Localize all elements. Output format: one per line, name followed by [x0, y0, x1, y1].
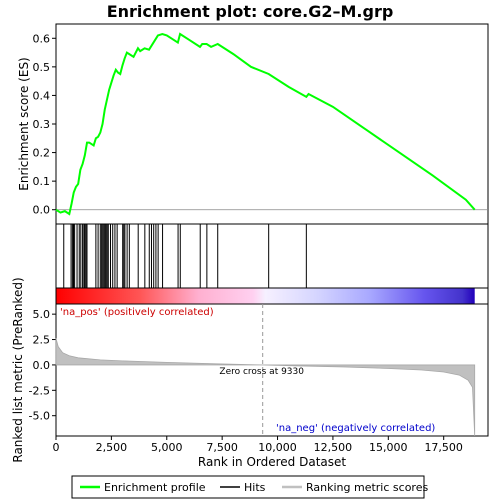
rank-y-tick-label: -5.0 [29, 410, 50, 423]
rank-color-band [55, 287, 489, 305]
legend-ranking-label: Ranking metric scores [306, 481, 428, 494]
es-y-tick-label: 0.6 [33, 32, 51, 45]
legend-enrichment-label: Enrichment profile [104, 481, 206, 494]
es-y-tick-label: 0.5 [33, 61, 51, 74]
rank-y-axis-label: Ranked list metric (PreRanked) [11, 277, 25, 462]
x-tick-label: 12,500 [314, 441, 353, 454]
es-panel: 0.0 0.1 0.2 0.3 0.4 0.5 0.6 Enrichment score (… [17, 23, 489, 225]
legend-frame [71, 475, 425, 499]
x-axis-label: Rank in Ordered Dataset [198, 455, 346, 469]
legend-hits-label: Hits [244, 481, 266, 494]
ranking-metric-area [55, 338, 476, 437]
pos-correlated-label: 'na_pos' (positively correlated) [60, 307, 214, 318]
x-tick-label: 7,500 [206, 441, 238, 454]
rank-y-ticks: 5.0 2.5 0.0 -2.5 -5.0 [29, 308, 56, 423]
x-tick-label: 5,000 [151, 441, 183, 454]
es-y-tick-label: 0.3 [33, 118, 51, 131]
x-axis: 0 2,500 5,000 7,500 10,000 12,500 15,000 17,500 [53, 436, 463, 454]
es-y-tick-label: 0.0 [33, 204, 51, 217]
neg-correlated-label: 'na_neg' (negatively correlated) [276, 423, 435, 434]
legend: Enrichment profile Hits Ranking metric s… [71, 475, 428, 499]
x-tick-label: 10,000 [258, 441, 297, 454]
chart-title: Enrichment plot: core.G2–M.grp [107, 2, 394, 21]
enrichment-profile-line [55, 32, 476, 216]
es-y-axis-label: Enrichment score (ES) [17, 57, 31, 190]
es-y-ticks: 0.0 0.1 0.2 0.3 0.4 0.5 0.6 [33, 32, 56, 217]
zero-cross-label: Zero cross at 9330 [219, 367, 304, 377]
hits-panel-frame [55, 223, 489, 289]
rank-y-tick-label: 5.0 [33, 308, 51, 321]
es-y-tick-label: 0.1 [33, 175, 51, 188]
rank-color-gradient [56, 288, 475, 304]
hit-marks [63, 224, 307, 288]
es-panel-frame [55, 23, 489, 225]
es-y-tick-label: 0.2 [33, 147, 51, 160]
hits-panel [55, 223, 489, 289]
ranked-metric-panel: 5.0 2.5 0.0 -2.5 -5.0 'na_pos' (positively c… [11, 277, 489, 463]
rank-y-tick-label: -2.5 [29, 384, 50, 397]
x-tick-label: 15,000 [369, 441, 408, 454]
ranked-panel-frame [55, 303, 489, 437]
rank-y-tick-label: 2.5 [33, 334, 51, 347]
x-tick-label: 0 [53, 441, 60, 454]
rank-y-tick-label: 0.0 [33, 359, 51, 372]
x-tick-label: 17,500 [424, 441, 463, 454]
x-tick-label: 2,500 [96, 441, 128, 454]
es-y-tick-label: 0.4 [33, 89, 51, 102]
